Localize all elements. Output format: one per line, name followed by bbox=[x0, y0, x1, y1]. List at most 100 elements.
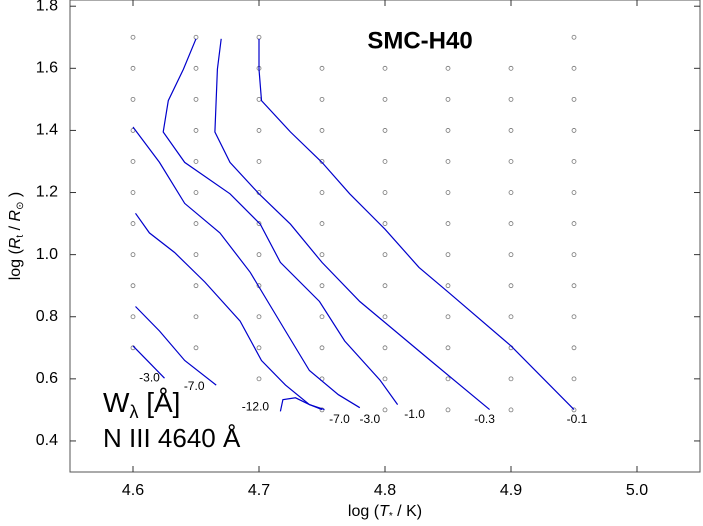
grid-point bbox=[382, 96, 388, 102]
grid-point bbox=[445, 128, 451, 133]
y-tick-label: 1.4 bbox=[36, 122, 58, 139]
grid-point bbox=[508, 65, 514, 71]
grid-point bbox=[193, 34, 199, 40]
grid-point bbox=[445, 283, 451, 289]
grid-point bbox=[382, 159, 388, 164]
grid-point bbox=[445, 252, 451, 258]
quantity-subscript: λ bbox=[129, 402, 138, 422]
grid-point bbox=[193, 190, 199, 195]
contour-line bbox=[135, 212, 325, 411]
grid-point bbox=[508, 314, 514, 320]
grid-point bbox=[256, 34, 262, 40]
grid-point bbox=[445, 314, 451, 320]
grid-point bbox=[445, 376, 451, 382]
x-tick-label: 4.8 bbox=[374, 482, 396, 499]
grid-point bbox=[571, 221, 577, 226]
y-tick-label: 1.6 bbox=[36, 60, 58, 77]
grid-point bbox=[382, 345, 388, 351]
y-tick-label: 0.8 bbox=[36, 308, 58, 325]
grid-point bbox=[256, 159, 262, 164]
grid-point bbox=[508, 221, 514, 226]
grid-point bbox=[508, 283, 514, 289]
grid-point bbox=[130, 314, 136, 320]
contour-label: -7.0 bbox=[329, 412, 350, 426]
grid-point bbox=[193, 159, 199, 164]
grid-point bbox=[193, 314, 199, 320]
grid-point bbox=[256, 96, 262, 102]
grid-point bbox=[130, 221, 136, 226]
contour-label: -12.0 bbox=[242, 400, 270, 414]
grid-point bbox=[508, 128, 514, 133]
x-tick-label: 4.6 bbox=[122, 482, 144, 499]
x-tick-label: 4.9 bbox=[500, 482, 522, 499]
grid-point bbox=[382, 252, 388, 258]
grid-point bbox=[571, 283, 577, 289]
grid-point bbox=[130, 283, 136, 289]
grid-point bbox=[571, 376, 577, 382]
grid-point bbox=[193, 96, 199, 102]
y-tick-label: 0.4 bbox=[36, 432, 58, 449]
x-tick-label: 4.7 bbox=[248, 482, 270, 499]
ylabel: log (Rt / R⊙ ) bbox=[7, 192, 25, 281]
grid-point bbox=[193, 65, 199, 71]
xlabel-part: * bbox=[389, 511, 393, 522]
grid-point bbox=[256, 345, 262, 351]
grid-point bbox=[319, 283, 325, 289]
grid-point bbox=[571, 407, 577, 413]
grid-point bbox=[508, 252, 514, 258]
grid-point bbox=[256, 128, 262, 133]
grid-point bbox=[130, 65, 136, 71]
grid-point bbox=[319, 252, 325, 258]
contour-label: -3.0 bbox=[139, 370, 160, 384]
grid-point bbox=[508, 96, 514, 102]
grid-point bbox=[571, 190, 577, 195]
grid-point bbox=[445, 159, 451, 164]
contour-label: -1.0 bbox=[404, 407, 425, 421]
grid-point bbox=[382, 128, 388, 133]
ylabel-part: ⊙ bbox=[15, 202, 26, 210]
grid-point bbox=[193, 128, 199, 133]
quantity: W bbox=[103, 387, 130, 418]
grid-point bbox=[130, 34, 136, 40]
grid-point bbox=[382, 221, 388, 226]
unit: [Å] bbox=[138, 387, 180, 418]
ylabel-part: R bbox=[7, 209, 24, 221]
ylabel-part: t bbox=[15, 235, 26, 238]
grid-point bbox=[319, 314, 325, 320]
grid-point bbox=[445, 96, 451, 102]
grid-point bbox=[319, 128, 325, 133]
annotation-quantity: Wλ [Å] bbox=[103, 387, 180, 421]
chart-title: SMC-H40 bbox=[367, 27, 472, 54]
grid-point bbox=[445, 190, 451, 195]
grid-point bbox=[382, 314, 388, 320]
grid-point bbox=[571, 345, 577, 351]
grid-point bbox=[193, 221, 199, 226]
grid-point bbox=[256, 314, 262, 320]
grid-point bbox=[319, 159, 325, 164]
grid-point bbox=[571, 34, 577, 40]
grid-point bbox=[319, 65, 325, 71]
grid-point bbox=[256, 221, 262, 226]
grid-point bbox=[445, 65, 451, 71]
ylabel-part: log ( bbox=[7, 248, 24, 280]
grid-point bbox=[130, 96, 136, 102]
contour-label: -0.1 bbox=[567, 412, 588, 426]
grid-point bbox=[319, 221, 325, 226]
grid-point bbox=[319, 190, 325, 195]
grid-point bbox=[445, 221, 451, 226]
contour-line bbox=[279, 397, 323, 412]
y-tick-label: 1.8 bbox=[36, 0, 58, 14]
contour-line bbox=[214, 38, 490, 411]
annotation-line: N III 4640 Å bbox=[103, 423, 241, 453]
grid-point bbox=[445, 407, 451, 413]
ylabel-part: ) bbox=[7, 192, 24, 202]
grid-point bbox=[445, 345, 451, 351]
y-tick-label: 1.2 bbox=[36, 184, 58, 201]
grid-point bbox=[571, 65, 577, 71]
x-tick-label: 5.0 bbox=[626, 482, 648, 499]
grid-point bbox=[508, 190, 514, 195]
grid-point bbox=[130, 190, 136, 195]
grid-point bbox=[508, 159, 514, 164]
grid-point bbox=[571, 252, 577, 258]
